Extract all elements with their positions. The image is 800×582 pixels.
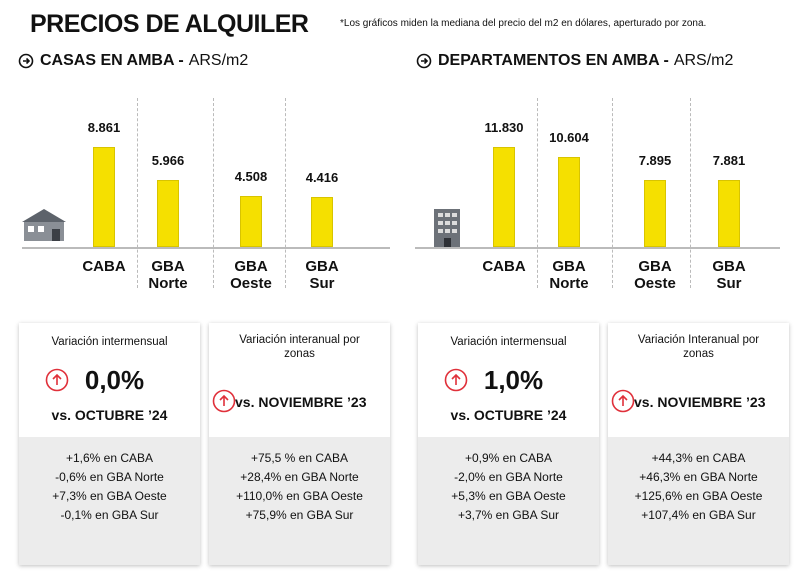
bar xyxy=(644,180,666,247)
detail-line: +125,6% en GBA Oeste xyxy=(634,489,763,503)
separator xyxy=(137,98,138,288)
category-label: CABA xyxy=(82,258,126,275)
detail-line: +1,6% en CABA xyxy=(65,451,154,465)
category-label: CABA xyxy=(482,258,526,275)
detail-line: -0,1% en GBA Sur xyxy=(60,508,159,522)
card-details: +0,9% en CABA -2,0% en GBA Norte +5,3% en … xyxy=(418,437,599,565)
card-comparison: vs. OCTUBRE ’24 xyxy=(51,407,168,423)
category-label: GBA Sur xyxy=(712,258,746,292)
up-icon xyxy=(45,368,69,392)
chart-unit: ARS/m2 xyxy=(188,52,249,69)
card-label: Variación Interanual por zonas xyxy=(637,334,760,360)
card-details: +1,6% en CABA -0,6% en GBA Norte +7,3% en … xyxy=(19,437,200,565)
detail-line: +3,7% en GBA Sur xyxy=(457,508,560,522)
detail-line: +75,9% en GBA Sur xyxy=(245,508,354,522)
detail-line: +28,4% en GBA Norte xyxy=(240,470,359,484)
detail-line: +44,3% en CABA xyxy=(651,451,746,465)
page-title: PRECIOS DE ALQUILER xyxy=(30,10,309,38)
separator xyxy=(612,98,613,288)
detail-line: -2,0% en GBA Norte xyxy=(454,470,563,484)
bar xyxy=(157,179,179,247)
building-icon xyxy=(22,209,66,241)
card-label: Variación interanual por zonas xyxy=(239,334,360,360)
detail-line: +46,3% en GBA Norte xyxy=(639,470,758,484)
detail-line: +0,9% en CABA xyxy=(464,451,553,465)
value-label: 7.895 xyxy=(638,153,672,169)
chart-unit: ARS/m2 xyxy=(673,52,734,69)
category-label: GBA Oeste xyxy=(634,258,676,292)
baseline xyxy=(22,247,390,249)
card: Variación intermensual 1,0% vs. OCTUBRE ’2… xyxy=(418,323,599,565)
arrow-icon xyxy=(18,53,34,69)
value-label: 8.861 xyxy=(87,120,121,135)
building-icon xyxy=(434,209,460,247)
category-label: GBA Sur xyxy=(305,258,339,292)
note: *Los gráficos miden la mediana del preci… xyxy=(340,18,707,29)
detail-line: +7,3% en GBA Oeste xyxy=(52,489,167,503)
category-label: GBA Norte xyxy=(549,258,589,292)
bar xyxy=(558,157,580,247)
chart-title: DEPARTAMENTOS EN AMBA - ARS/m2 xyxy=(438,52,733,70)
chart-title-text: CASAS EN AMBA - xyxy=(40,52,184,69)
card: Variación Interanual por zonas vs. NOVIEM… xyxy=(608,323,789,565)
category-label: GBA Norte xyxy=(148,258,188,292)
card-details: +75,5 % en CABA +28,4% en GBA Norte +110,0… xyxy=(209,437,390,565)
card-details: +44,3% en CABA +46,3% en GBA Norte +125,6%… xyxy=(608,437,789,565)
chart-title-text: DEPARTAMENTOS EN AMBA - xyxy=(438,52,669,69)
up-icon xyxy=(212,389,236,413)
value-label: 7.881 xyxy=(712,153,746,169)
card: Variación intermensual 0,0% vs. OCTUBRE ’2… xyxy=(19,323,200,565)
detail-line: +107,4% en GBA Sur xyxy=(641,508,756,522)
baseline xyxy=(415,247,780,249)
bar xyxy=(718,180,740,247)
separator xyxy=(213,98,214,288)
card-comparison: vs. OCTUBRE ’24 xyxy=(450,407,567,423)
category-label: GBA Oeste xyxy=(230,258,272,292)
card-label: Variación intermensual xyxy=(51,336,168,348)
up-icon xyxy=(611,389,635,413)
detail-line: +75,5 % en CABA xyxy=(250,451,349,465)
value-label: 10.604 xyxy=(549,130,589,146)
bar xyxy=(240,196,262,247)
card-label: Variación intermensual xyxy=(450,336,567,348)
separator xyxy=(285,98,286,288)
bar xyxy=(93,147,115,247)
card-comparison: vs. NOVIEMBRE ’23 xyxy=(634,394,766,410)
detail-line: +110,0% en GBA Oeste xyxy=(236,489,363,503)
bar xyxy=(493,147,515,247)
chart-title: CASAS EN AMBA - ARS/m2 xyxy=(40,52,248,70)
bar xyxy=(311,197,333,247)
separator xyxy=(537,98,538,288)
card-comparison: vs. NOVIEMBRE ’23 xyxy=(235,394,367,410)
value-label: 4.416 xyxy=(305,170,339,186)
arrow-icon xyxy=(416,53,432,69)
separator xyxy=(690,98,691,288)
card: Variación interanual por zonas vs. NOVIEM… xyxy=(209,323,390,565)
value-label: 11.830 xyxy=(484,120,524,135)
value-label: 5.966 xyxy=(151,152,185,168)
card-value: 0,0% xyxy=(84,365,145,395)
detail-line: -0,6% en GBA Norte xyxy=(55,470,164,484)
up-icon xyxy=(444,368,468,392)
detail-line: +5,3% en GBA Oeste xyxy=(451,489,566,503)
card-value: 1,0% xyxy=(483,365,544,395)
value-label: 4.508 xyxy=(234,169,268,185)
